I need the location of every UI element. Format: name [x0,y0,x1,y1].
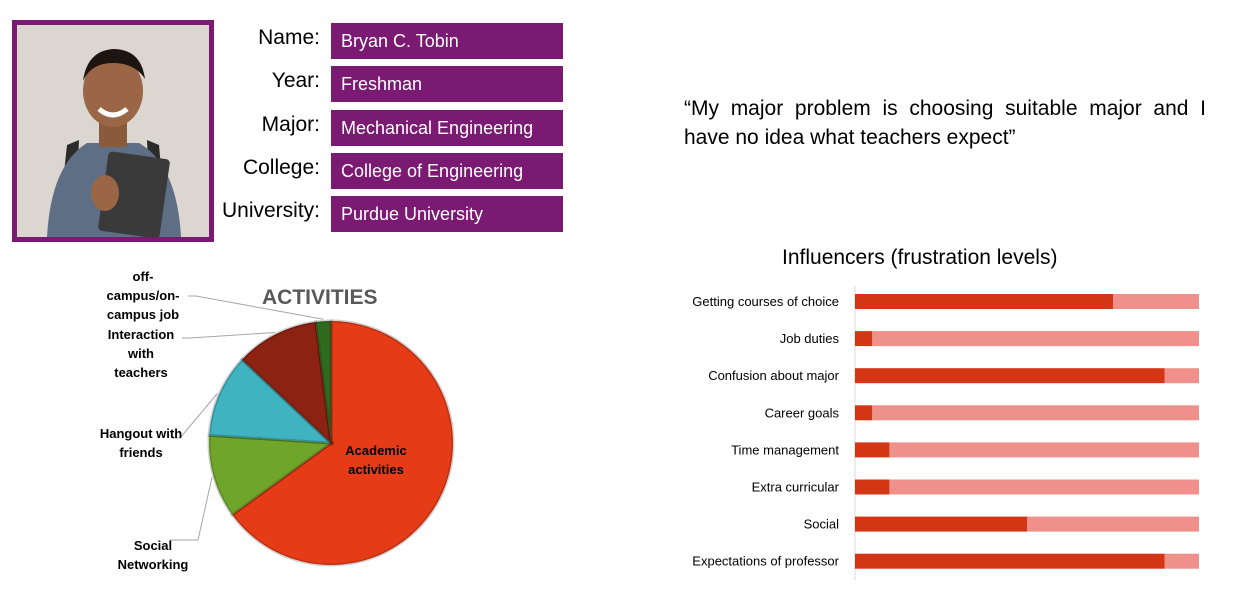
bar-category-label: Extra curricular [752,480,840,495]
university-label: University: [221,199,320,222]
bar-remainder [889,442,1199,458]
name-label: Name: [258,26,320,49]
major-value: Mechanical Engineering [331,110,563,146]
persona-quote: “My major problem is choosing suitable m… [684,97,1206,149]
bar-remainder [1113,294,1199,309]
pie-leader-line-interaction [182,332,275,339]
bar-category-label: Getting courses of choice [692,294,839,309]
pie-label-hangout: Hangout with friends [99,426,183,460]
pie-leader-line-job [188,295,324,320]
bar-level [855,405,873,421]
college-value: College of Engineering [331,153,563,189]
bar-level [855,553,1165,569]
profile-photo [12,20,214,242]
bar-category-label: Social [804,517,840,532]
year-value: Freshman [331,66,563,102]
pie-slice-academic [230,319,455,567]
bar-chart-title: Influencers (frustration levels) [782,246,1058,269]
year-label: Year: [271,69,320,92]
pie-leader-line-social-networking [170,477,213,541]
pie-label-job: off-campus/on-campus job [106,269,180,322]
bar-category-label: Career goals [765,405,840,420]
bar-level [855,442,890,458]
pie-chart-title: ACTIVITIES [262,286,378,309]
pie-slice-hangout [207,357,336,445]
bar-remainder [889,479,1199,495]
pie-leader-line-hangout [172,393,218,439]
bar-remainder [1164,553,1199,569]
pie-slice-interaction [239,320,334,447]
bar-category-label: Confusion about major [708,368,839,383]
pie-slice-job [314,319,333,444]
bar-level [855,479,890,495]
bar-level [855,516,1027,532]
bar-remainder [872,405,1199,421]
bar-level [855,294,1113,309]
major-label: Major: [261,113,320,136]
bar-remainder [1164,368,1199,384]
bar-category-label: Expectations of professor [692,554,839,569]
bar-level [855,368,1165,384]
pie-label-interaction: Interaction with teachers [107,327,175,380]
university-value: Purdue University [331,196,563,232]
bar-remainder [872,331,1199,347]
name-value: Bryan C. Tobin [331,23,563,59]
college-label: College: [242,156,320,179]
pie-label-social-networking: Social Networking [117,538,189,572]
bar-remainder [1027,516,1199,532]
pie-label-academic: Academic activities [345,443,407,477]
person-illustration [17,25,209,237]
bar-category-label: Time management [731,442,839,457]
bar-category-label: Job duties [780,331,840,346]
bar-level [855,331,873,347]
pie-slice-social-networking [207,433,336,517]
